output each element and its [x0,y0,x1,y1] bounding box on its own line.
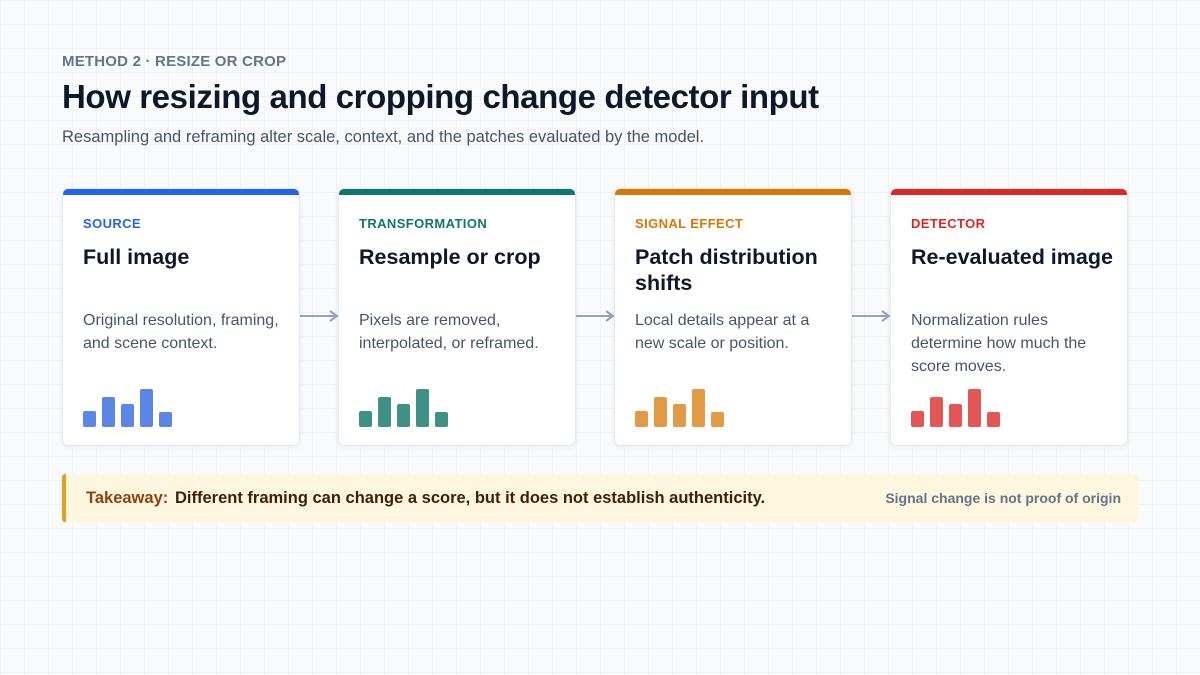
arrow-right-icon [300,310,339,322]
card-accent-bar [615,189,851,195]
mini-bar-4 [416,389,429,427]
mini-bar-1 [83,411,96,427]
card-title: Patch distribution shifts [635,245,818,295]
page-title: How resizing and cropping change detecto… [62,78,819,115]
card-title: Full image [83,245,190,269]
mini-bar-2 [930,397,943,427]
card-title: Resample or crop [359,245,541,269]
mini-bar-3 [121,404,134,427]
takeaway-note: Signal change is not proof of origin [885,490,1121,506]
mini-bar-1 [911,411,924,427]
card-kicker: SIGNAL EFFECT [635,216,744,231]
card-description: Original resolution, framing, and scene … [83,312,279,352]
takeaway-callout: Takeaway: Different framing can change a… [62,474,1138,522]
mini-bar-chart [83,389,172,427]
mini-bar-5 [987,412,1000,427]
card-accent-bar [63,189,299,195]
mini-bar-2 [654,397,667,427]
mini-bar-4 [692,389,705,427]
card-kicker: DETECTOR [911,216,986,231]
card-description: Normalization rules determine how much t… [911,312,1087,375]
takeaway-text: Different framing can change a score, bu… [175,489,766,507]
card-title: Re-evaluated image [911,245,1113,269]
step-card-signal-effect: SIGNAL EFFECT Patch distribution shifts … [614,188,852,446]
page-subtitle: Resampling and reframing alter scale, co… [62,128,705,146]
step-card-source: SOURCE Full image Original resolution, f… [62,188,300,446]
mini-bar-3 [673,404,686,427]
takeaway-label: Takeaway: [86,489,169,507]
card-accent-bar [891,189,1127,195]
mini-bar-1 [635,411,648,427]
card-description: Local details appear at a new scale or p… [635,312,810,352]
mini-bar-chart [359,389,448,427]
card-description: Pixels are removed, interpolated, or ref… [359,312,539,352]
mini-bar-2 [378,397,391,427]
arrow-right-icon [576,310,615,322]
mini-bar-chart [911,389,1000,427]
step-card-transformation: TRANSFORMATION Resample or crop Pixels a… [338,188,576,446]
card-accent-bar [339,189,575,195]
mini-bar-5 [159,412,172,427]
mini-bar-5 [711,412,724,427]
arrow-right-icon [852,310,891,322]
mini-bar-5 [435,412,448,427]
card-kicker: SOURCE [83,216,142,231]
mini-bar-1 [359,411,372,427]
eyebrow: METHOD 2 · RESIZE OR CROP [62,53,287,70]
mini-bar-chart [635,389,724,427]
mini-bar-4 [140,389,153,427]
step-card-detector: DETECTOR Re-evaluated image Normalizatio… [890,188,1128,446]
mini-bar-4 [968,389,981,427]
mini-bar-3 [949,404,962,427]
mini-bar-2 [102,397,115,427]
mini-bar-3 [397,404,410,427]
card-kicker: TRANSFORMATION [359,216,488,231]
